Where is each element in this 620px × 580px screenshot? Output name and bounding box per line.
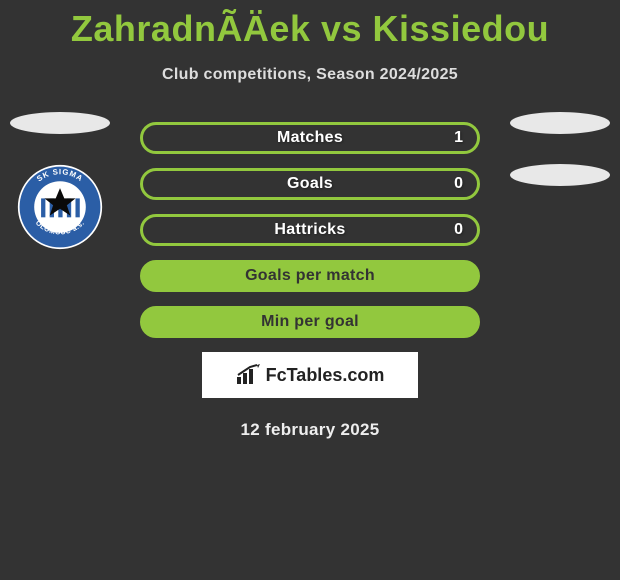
- brand-box: FcTables.com: [202, 352, 418, 398]
- stat-bar-min-per-goal: Min per goal: [140, 306, 480, 338]
- bar-chart-icon: [236, 364, 262, 386]
- player-photo-placeholder-left: [10, 112, 110, 134]
- date-text: 12 february 2025: [0, 420, 620, 440]
- stat-label: Min per goal: [261, 313, 359, 331]
- brand-text: FcTables.com: [266, 365, 385, 386]
- page-subtitle: Club competitions, Season 2024/2025: [0, 66, 620, 84]
- stat-bar-goals-per-match: Goals per match: [140, 260, 480, 292]
- stats-area: SK SIGMA OLOMOUC a.s. Matches 1 Goals 0 …: [0, 122, 620, 338]
- stat-bar-hattricks: Hattricks 0: [140, 214, 480, 246]
- stat-value: 0: [454, 175, 463, 193]
- player-photo-placeholder-right: [510, 112, 610, 134]
- club-badge-sigma-olomouc: SK SIGMA OLOMOUC a.s.: [17, 164, 103, 250]
- stat-label: Goals: [287, 175, 333, 193]
- left-player-column: SK SIGMA OLOMOUC a.s.: [10, 112, 110, 250]
- stat-bar-matches: Matches 1: [140, 122, 480, 154]
- stat-value: 0: [454, 221, 463, 239]
- stat-label: Goals per match: [245, 267, 375, 285]
- page-title: ZahradnÃÄek vs Kissiedou: [0, 0, 620, 50]
- stat-label: Hattricks: [274, 221, 345, 239]
- club-badge-placeholder-right: [510, 164, 610, 186]
- stat-value: 1: [454, 129, 463, 147]
- stat-label: Matches: [277, 129, 343, 147]
- stat-bar-goals: Goals 0: [140, 168, 480, 200]
- right-player-column: [510, 112, 610, 216]
- stat-bars: Matches 1 Goals 0 Hattricks 0 Goals per …: [140, 122, 480, 338]
